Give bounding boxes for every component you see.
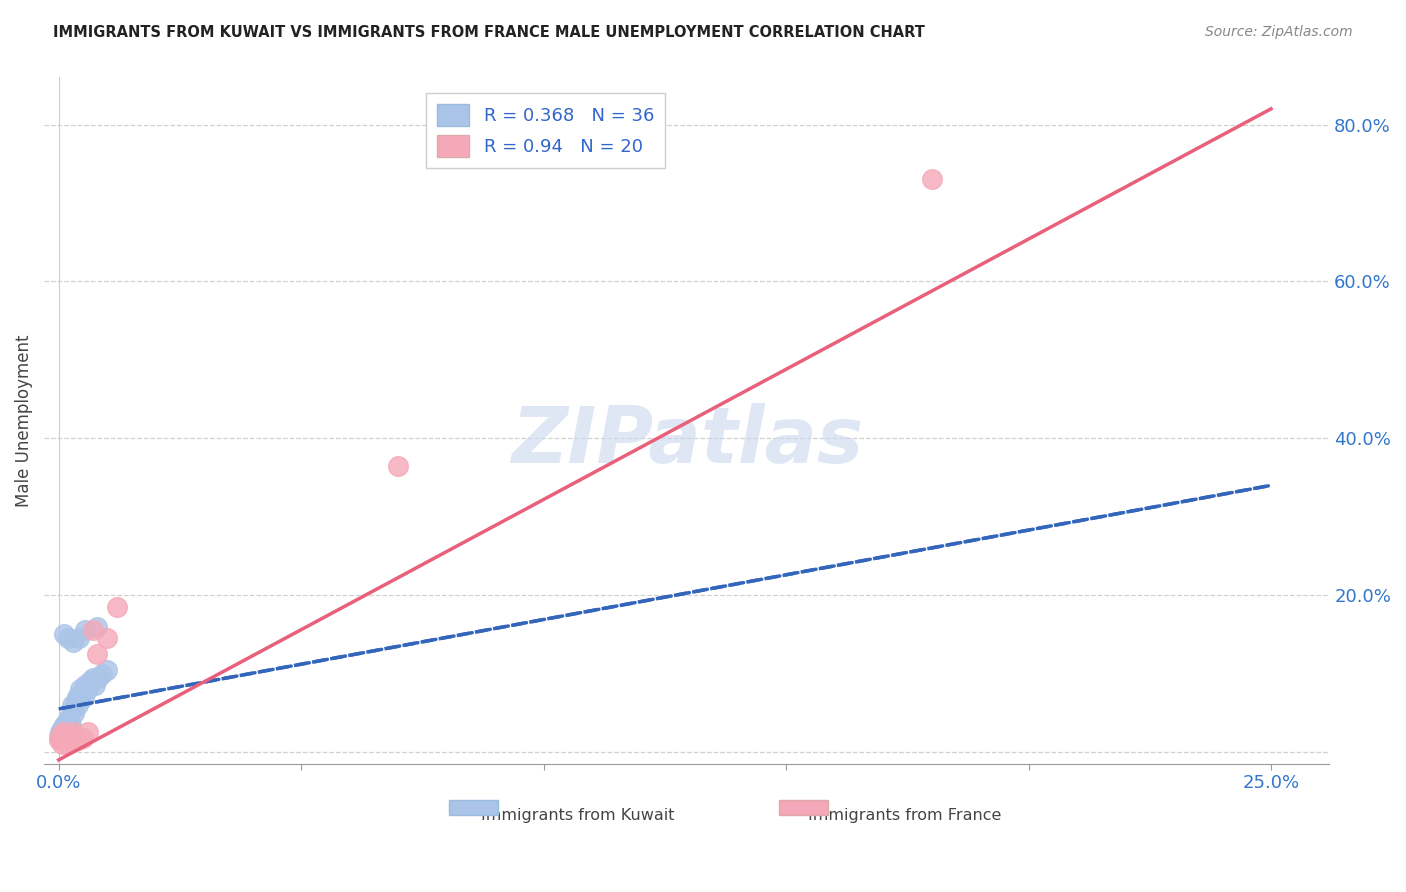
FancyBboxPatch shape bbox=[779, 800, 828, 815]
Point bbox=[75, 678, 97, 692]
Text: ZIPatlas: ZIPatlas bbox=[510, 403, 863, 479]
Point bbox=[56, 714, 79, 728]
Point bbox=[82, 671, 104, 685]
Point bbox=[49, 733, 72, 747]
Point bbox=[58, 722, 80, 736]
Text: IMMIGRANTS FROM KUWAIT VS IMMIGRANTS FROM FRANCE MALE UNEMPLOYMENT CORRELATION C: IMMIGRANTS FROM KUWAIT VS IMMIGRANTS FRO… bbox=[53, 25, 925, 40]
Point bbox=[75, 624, 97, 638]
Y-axis label: Male Unemployment: Male Unemployment bbox=[15, 334, 32, 507]
Point bbox=[60, 698, 83, 712]
Point bbox=[387, 458, 409, 473]
Point bbox=[67, 632, 90, 646]
Point bbox=[53, 733, 76, 747]
Point bbox=[52, 717, 75, 731]
Point bbox=[55, 730, 77, 744]
Point bbox=[96, 632, 118, 646]
Point bbox=[79, 674, 101, 689]
Point bbox=[67, 698, 90, 712]
Point bbox=[48, 730, 70, 744]
Point bbox=[58, 632, 80, 646]
Point bbox=[70, 686, 93, 700]
Point bbox=[69, 682, 91, 697]
Point bbox=[53, 725, 76, 739]
Point bbox=[63, 706, 86, 720]
Point bbox=[55, 730, 77, 744]
Point bbox=[82, 624, 104, 638]
Point bbox=[55, 722, 77, 736]
Legend: R = 0.368   N = 36, R = 0.94   N = 20: R = 0.368 N = 36, R = 0.94 N = 20 bbox=[426, 94, 665, 168]
Point bbox=[49, 730, 72, 744]
Point bbox=[58, 733, 80, 747]
Point bbox=[51, 730, 73, 744]
Point bbox=[91, 666, 114, 681]
Point bbox=[65, 694, 87, 708]
Point bbox=[52, 725, 75, 739]
Point bbox=[87, 671, 110, 685]
Point bbox=[65, 730, 87, 744]
Point bbox=[76, 682, 98, 697]
Point bbox=[76, 725, 98, 739]
Point bbox=[48, 725, 70, 739]
Point bbox=[73, 690, 96, 705]
Point bbox=[59, 717, 82, 731]
Text: Source: ZipAtlas.com: Source: ZipAtlas.com bbox=[1205, 25, 1353, 39]
Point bbox=[72, 731, 94, 745]
Point bbox=[48, 733, 70, 747]
Point bbox=[51, 737, 73, 751]
Point bbox=[62, 702, 84, 716]
Text: Immigrants from Kuwait: Immigrants from Kuwait bbox=[481, 808, 675, 823]
Text: Immigrants from France: Immigrants from France bbox=[808, 808, 1002, 823]
Point bbox=[921, 172, 943, 186]
Point bbox=[86, 647, 108, 661]
Point bbox=[59, 731, 82, 745]
Point bbox=[84, 678, 107, 692]
Point bbox=[62, 725, 84, 739]
Point bbox=[53, 627, 76, 641]
Point bbox=[105, 599, 128, 614]
Point bbox=[58, 710, 80, 724]
Point bbox=[67, 733, 90, 747]
FancyBboxPatch shape bbox=[449, 800, 498, 815]
Point bbox=[51, 722, 73, 736]
Point bbox=[86, 619, 108, 633]
Point bbox=[56, 737, 79, 751]
Point bbox=[66, 690, 89, 705]
Point bbox=[96, 663, 118, 677]
Point bbox=[62, 635, 84, 649]
